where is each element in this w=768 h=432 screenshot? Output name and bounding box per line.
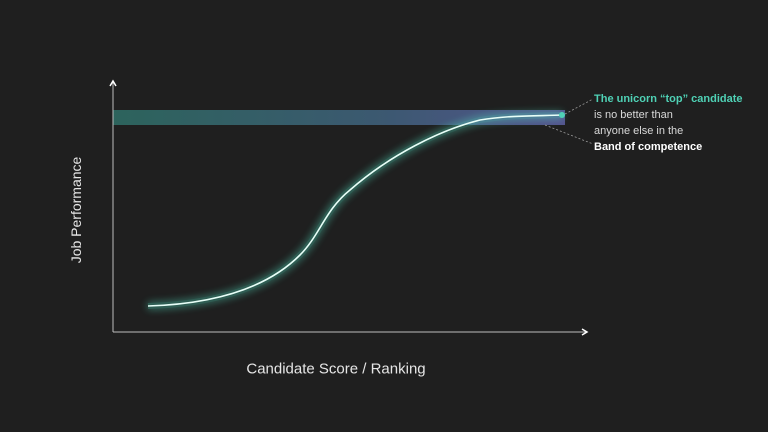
annotation-line: is no better than <box>594 109 673 121</box>
competence-band <box>113 110 565 125</box>
y-axis-label: Job Performance <box>68 156 84 264</box>
y-axis <box>109 79 117 332</box>
x-axis-arrow-icon <box>581 328 589 336</box>
top-candidate-dot <box>559 112 565 118</box>
x-axis <box>113 328 589 336</box>
performance-curve <box>147 112 563 309</box>
annotation-text: The unicorn “top” candidate is no better… <box>594 91 743 155</box>
band-label: Band of competence <box>594 141 703 153</box>
annotation-highlight: The unicorn “top” candidate <box>594 93 743 105</box>
y-axis-arrow-icon <box>109 79 117 87</box>
x-axis-label: Candidate Score / Ranking <box>246 360 426 378</box>
annotation-leaders <box>544 98 594 145</box>
annotation-line: anyone else in the <box>594 125 684 137</box>
